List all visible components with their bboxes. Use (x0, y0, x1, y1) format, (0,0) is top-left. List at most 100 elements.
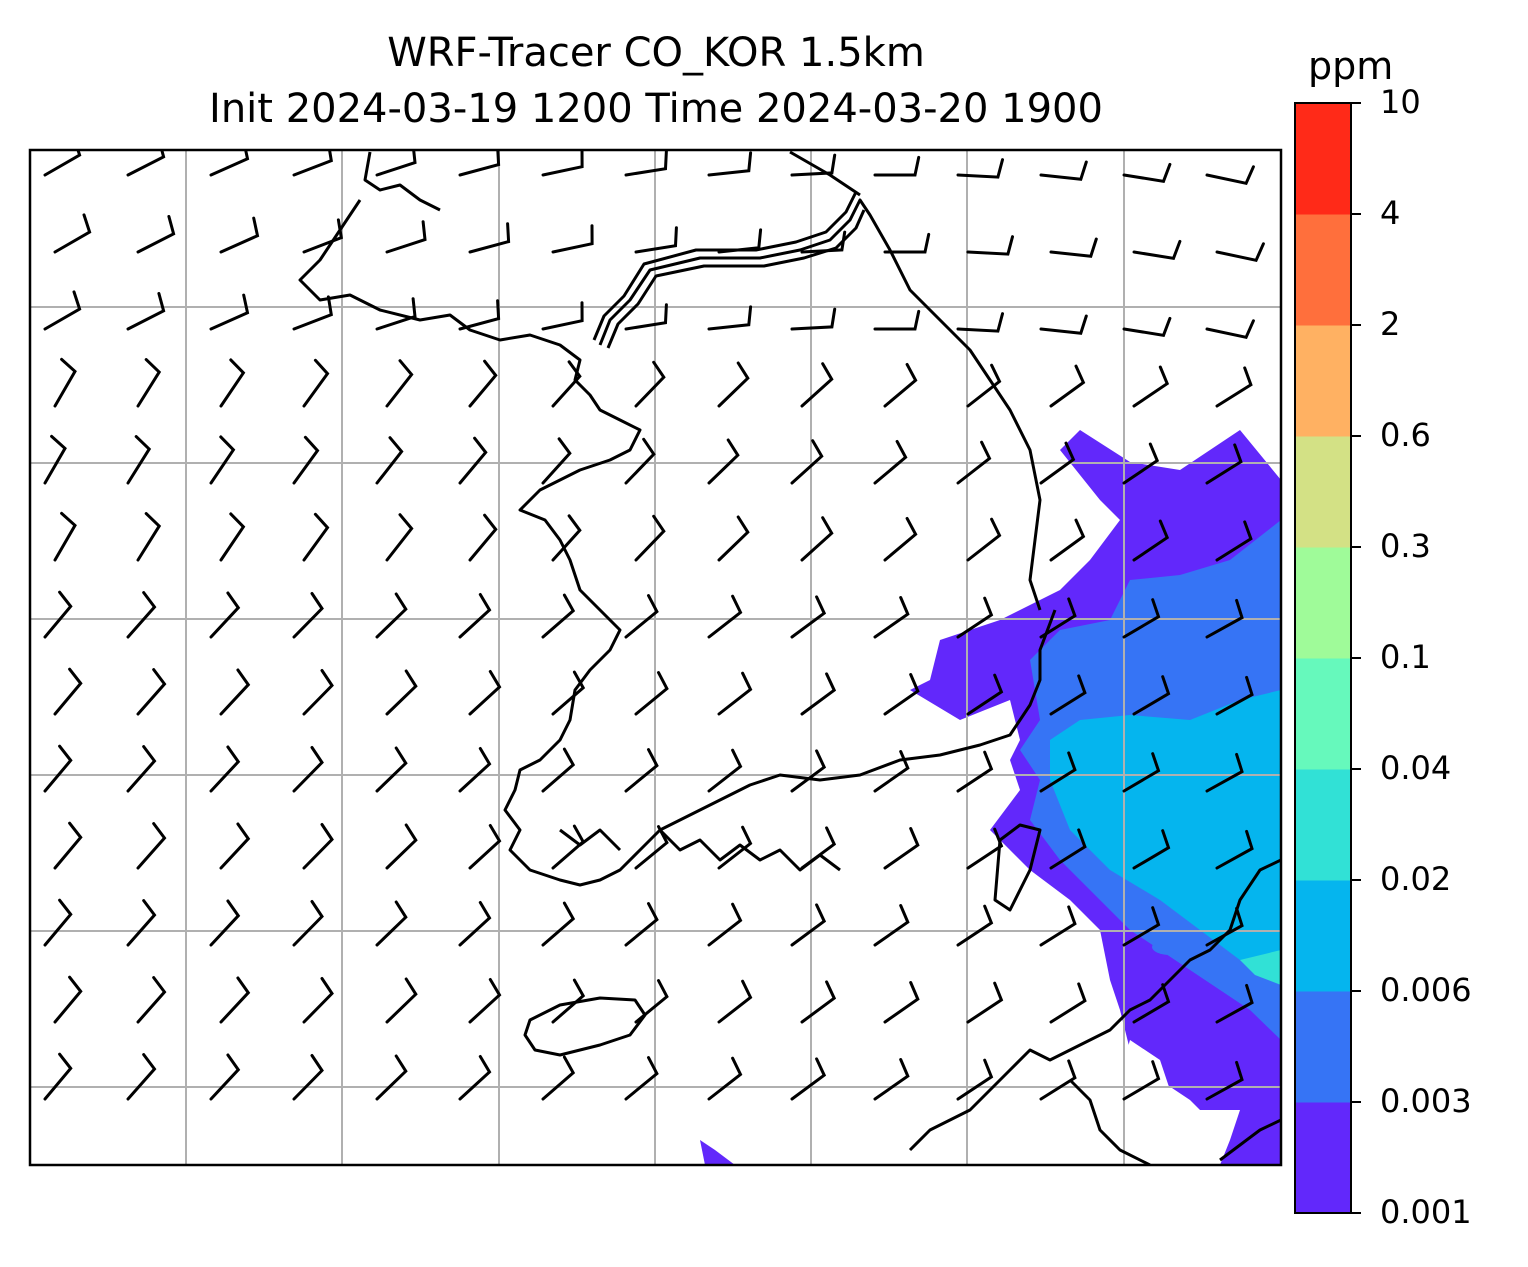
wind-barb (1039, 314, 1088, 335)
wind-barb (1205, 165, 1255, 186)
wind-barb (873, 750, 910, 793)
wind-barb (1039, 160, 1088, 181)
wind-barb (219, 216, 260, 254)
wind-barb (385, 823, 418, 870)
wind-barb (53, 357, 77, 408)
wind-barb (790, 307, 837, 331)
wind-barb (1122, 316, 1172, 337)
wind-barb (634, 979, 669, 1024)
chart-title-line1: WRF-Tracer CO_KOR 1.5km (387, 30, 925, 76)
wind-barb (551, 360, 582, 408)
wind-barb (624, 748, 659, 793)
wind-barb (385, 669, 418, 716)
wind-barb (790, 439, 824, 485)
wind-barb (541, 301, 584, 331)
wind-barb (966, 235, 1014, 256)
wind-barb (956, 440, 992, 485)
wind-barb (634, 825, 669, 870)
wind-barb (800, 362, 834, 408)
wind-barb (292, 592, 324, 639)
wind-barb (219, 512, 246, 562)
wind-barb (375, 1054, 408, 1101)
wind-barb (458, 1055, 492, 1101)
wind-barb (53, 213, 92, 254)
wind-barb (541, 593, 576, 639)
wind-barb (458, 901, 492, 947)
wind-barb (292, 150, 333, 177)
colorbar-segment (1295, 991, 1351, 1103)
wind-barb (468, 359, 498, 408)
wind-barb (43, 744, 73, 793)
wind-barb (1132, 519, 1170, 562)
wind-barb (541, 901, 576, 947)
wind-barb (956, 596, 994, 639)
wind-barb (873, 1058, 910, 1101)
wind-barb (551, 978, 586, 1024)
colorbar-segment (1295, 880, 1351, 992)
wind-barb (800, 826, 837, 870)
wind-barb (956, 158, 1004, 179)
wind-barb (292, 1054, 324, 1101)
map-frame (28, 148, 1283, 1167)
wind-barb (468, 670, 502, 716)
wind-barb (53, 821, 83, 870)
wind-barb (136, 822, 167, 870)
wind-barb (126, 150, 166, 177)
wind-barb (707, 151, 753, 177)
colorbar-unit-label: ppm (1308, 44, 1394, 88)
wind-barb (956, 1058, 994, 1101)
wind-barb (43, 898, 73, 947)
wind-barb (53, 511, 77, 562)
colorbar-segment (1295, 325, 1351, 437)
colorbar-tick-label: 0.1 (1380, 638, 1431, 676)
wind-barb (624, 902, 659, 947)
wind-barb (707, 1056, 743, 1101)
wind-barb (1205, 598, 1244, 639)
wind-barb (541, 1055, 576, 1101)
wind-barb (136, 668, 167, 716)
wind-barb (468, 513, 498, 562)
wind-barb (126, 1053, 157, 1101)
wind-barb (873, 596, 910, 639)
wind-barb (209, 1053, 241, 1101)
colorbar-segment (1295, 214, 1351, 326)
wind-barb (883, 232, 931, 254)
plume-0.02 (1240, 950, 1281, 985)
wind-barb (458, 593, 492, 639)
colorbar-segment (1295, 769, 1351, 881)
wind-barb (1049, 237, 1098, 258)
wind-barb (1205, 1060, 1244, 1101)
plume-hole (1152, 939, 1188, 955)
wind-barb (1215, 829, 1254, 870)
wind-barb (800, 980, 837, 1024)
wind-barb (375, 592, 408, 639)
wind-barb (707, 438, 740, 485)
wind-barb (873, 904, 910, 947)
wind-barb (966, 517, 1002, 562)
colorbar-tick-label: 0.3 (1380, 527, 1431, 565)
wind-barb (43, 1052, 73, 1101)
colorbar-tick-label: 0.04 (1380, 749, 1452, 787)
wind-barb (468, 222, 511, 254)
wind-barb (956, 312, 1004, 333)
colorbar-frame (1294, 102, 1352, 1214)
wind-barbs (43, 150, 1265, 1101)
wind-barb (873, 309, 921, 331)
wind-barb (43, 150, 82, 177)
wind-barb (1039, 1059, 1077, 1101)
wind-barb (707, 594, 743, 639)
wind-barb (375, 436, 404, 485)
wind-barb (551, 514, 582, 562)
wind-barb (302, 823, 334, 870)
wind-barb (707, 902, 743, 947)
wind-barb (302, 358, 330, 408)
wind-barb (790, 903, 827, 947)
wind-barb (458, 747, 492, 793)
wind-barb (1049, 828, 1087, 870)
wind-barb (624, 594, 659, 639)
wind-barb (624, 303, 668, 331)
wind-barb (458, 299, 501, 331)
wind-barb (541, 150, 584, 177)
wind-barb (790, 595, 827, 639)
wind-barb (956, 750, 994, 793)
